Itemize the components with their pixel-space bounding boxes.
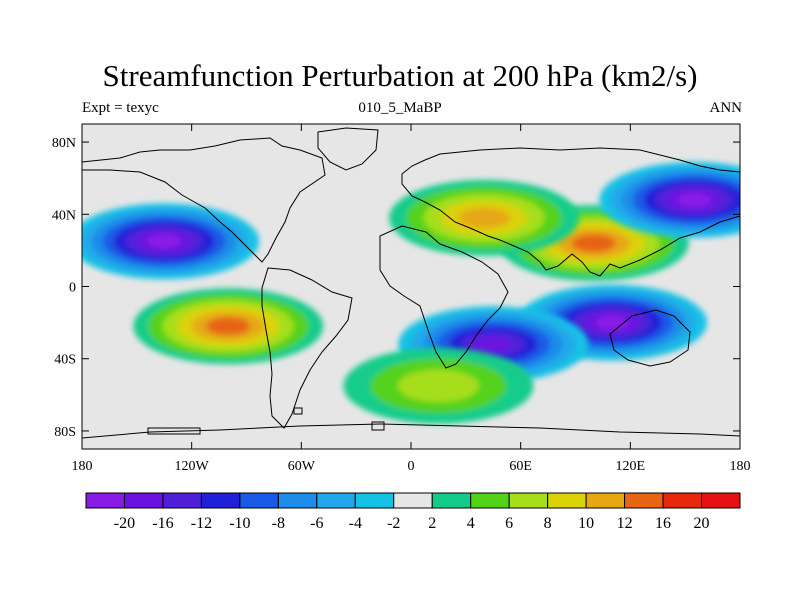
x-tick-label: 180 [730, 459, 751, 474]
contour-field [82, 161, 740, 424]
colorbar-label: 12 [617, 515, 633, 532]
colorbar-swatch [162, 492, 202, 509]
low-center-6 [599, 161, 740, 238]
colorbar-label: -4 [349, 515, 362, 532]
colorbar-label: -2 [387, 515, 400, 532]
y-tick-label: 80N [52, 136, 76, 151]
y-axis: 80N 40N 0 40S 80S [52, 136, 740, 440]
contour-band [571, 234, 616, 252]
colorbar-label: -6 [310, 515, 323, 532]
x-tick-label: 120E [616, 459, 646, 474]
contour-band [458, 207, 511, 229]
y-tick-label: 80S [54, 425, 76, 440]
colorbar-swatch [277, 492, 318, 509]
colorbar-label: 6 [505, 515, 513, 532]
colorbar-label: 16 [655, 515, 671, 532]
chart-title: Streamfunction Perturbation at 200 hPa (… [102, 58, 698, 93]
experiment-label: Expt = texyc [82, 100, 159, 116]
season-label: ANN [709, 100, 743, 116]
colorbar-swatch [701, 492, 741, 509]
colorbar-label: 2 [428, 515, 436, 532]
x-tick-label: 180 [72, 459, 93, 474]
colorbar-label: 10 [578, 515, 594, 532]
coastline-outline [82, 127, 740, 439]
colorbar-label: -10 [229, 515, 250, 532]
contour-band [677, 193, 712, 207]
colorbar-swatch [431, 492, 472, 509]
x-axis: 180 120W 60W 0 60E 120E 180 [72, 124, 751, 474]
high-center-3 [389, 179, 580, 256]
colorbar-swatch [200, 492, 241, 509]
colorbar-swatch [316, 492, 356, 509]
x-tick-label: 60W [288, 459, 316, 474]
colorbar: -20 -16 -12 -10 -8 -6 -4 -2 2 4 6 8 10 12 16 20 [85, 492, 741, 532]
colorbar-swatch [508, 492, 549, 509]
y-tick-label: 0 [69, 281, 76, 296]
contour-band [397, 369, 480, 403]
colorbar-label: 8 [544, 515, 552, 532]
colorbar-swatch [123, 492, 164, 509]
high-center-1 [133, 288, 324, 365]
x-tick-label: 60E [509, 459, 532, 474]
colorbar-swatch [662, 492, 703, 509]
colorbar-label: -8 [272, 515, 285, 532]
y-tick-label: 40S [54, 353, 76, 368]
colorbar-swatch [85, 492, 125, 509]
low-center-0 [82, 203, 260, 280]
colorbar-label: 20 [694, 515, 710, 532]
colorbar-swatch [239, 492, 279, 509]
colorbar-swatch [547, 492, 587, 509]
x-tick-label: 0 [408, 459, 415, 474]
colorbar-label: -20 [114, 515, 135, 532]
colorbar-swatch [393, 492, 433, 509]
period-label: 010_5_MaBP [358, 100, 442, 116]
contour-band [147, 234, 182, 249]
colorbar-swatch [354, 492, 395, 509]
colorbar-swatch [470, 492, 510, 509]
contour-band [206, 317, 251, 336]
y-tick-label: 40N [52, 208, 76, 223]
colorbar-swatch [585, 492, 626, 509]
colorbar-swatch [624, 492, 664, 509]
colorbar-label: 4 [467, 515, 475, 532]
colorbar-label: -16 [152, 515, 173, 532]
high-center-7 [343, 347, 534, 424]
x-tick-label: 120W [175, 459, 210, 474]
contour-band [474, 336, 513, 352]
colorbar-label: -12 [191, 515, 212, 532]
